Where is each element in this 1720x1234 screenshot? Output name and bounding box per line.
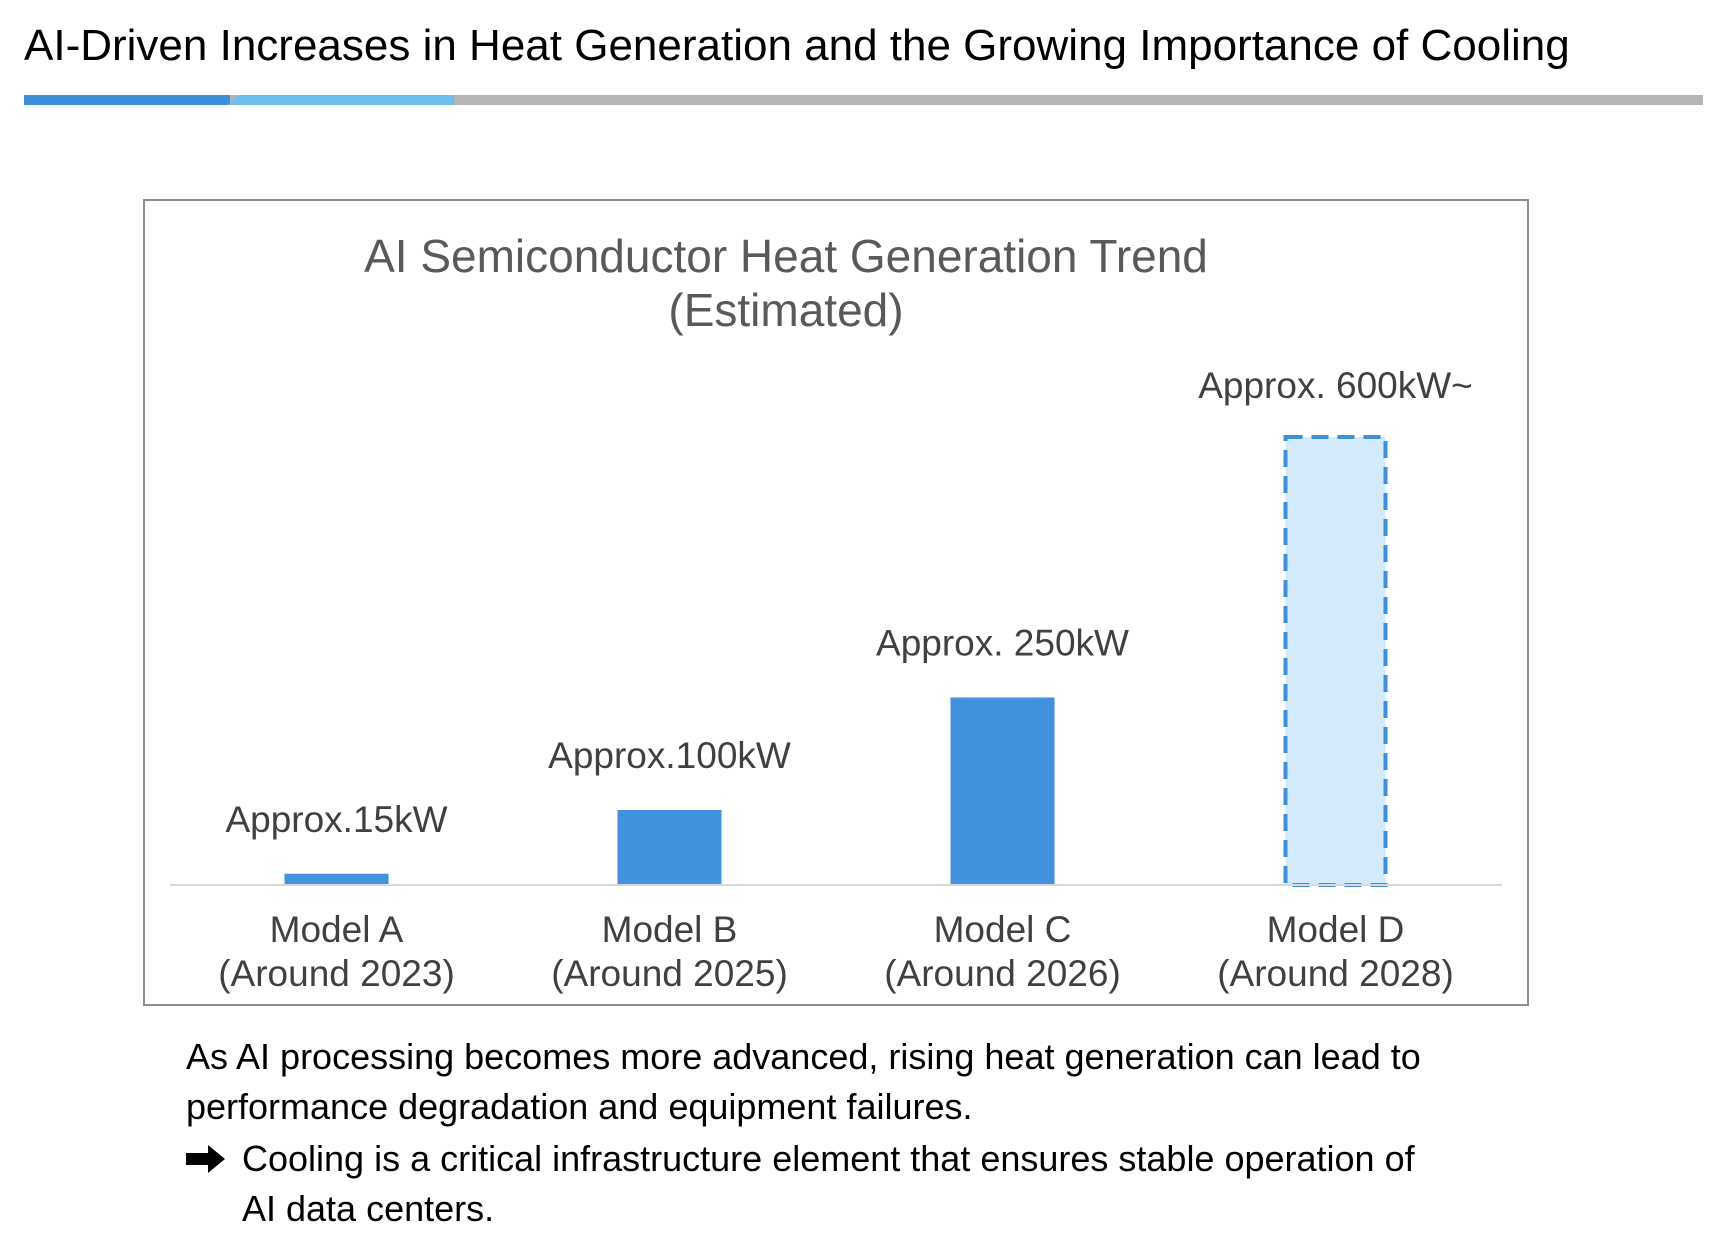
bar-4 [1283, 435, 1388, 887]
caption-line-1: As AI processing becomes more advanced, … [186, 1036, 1421, 1077]
caption: As AI processing becomes more advanced, … [186, 1032, 1586, 1234]
right-arrow-icon [186, 1134, 236, 1174]
category-label-4-line-1: Model D [1267, 909, 1405, 950]
category-label-4-line-2: (Around 2028) [1217, 953, 1454, 994]
slide-title: AI-Driven Increases in Heat Generation a… [24, 21, 1570, 70]
chart-title-line-2: (Estimated) [668, 284, 903, 336]
bar-1 [284, 873, 389, 885]
labels-layer: Approx.15kW Model A(Around 2023) Approx.10… [218, 365, 1473, 994]
data-label-4: Approx. 600kW~ [1198, 365, 1473, 406]
bar-chart: AI Semiconductor Heat Generation Trend (… [170, 230, 1502, 994]
title-bar-accent-dark [24, 95, 230, 105]
category-label-1-line-2: (Around 2023) [218, 953, 455, 994]
title-bar-accent-light [228, 95, 454, 105]
bar-2 [617, 810, 722, 885]
bars-layer [284, 435, 1388, 887]
category-label-1-line-1: Model A [270, 909, 404, 950]
category-label-2-line-2: (Around 2025) [551, 953, 788, 994]
caption-line-4: AI data centers. [242, 1188, 495, 1229]
data-label-3: Approx. 250kW [876, 623, 1129, 664]
category-label-3-line-2: (Around 2026) [884, 953, 1121, 994]
bar-3 [950, 697, 1055, 885]
caption-line-3: Cooling is a critical infrastructure ele… [242, 1138, 1415, 1179]
category-label-2-line-1: Model B [602, 909, 738, 950]
caption-conclusion: Cooling is a critical infrastructure ele… [186, 1134, 1586, 1234]
category-label-3-line-1: Model C [934, 909, 1072, 950]
data-label-2: Approx.100kW [548, 735, 791, 776]
title-underline-bar [24, 95, 1703, 105]
caption-line-2: performance degradation and equipment fa… [186, 1086, 973, 1127]
chart-title-line-1: AI Semiconductor Heat Generation Trend [364, 230, 1208, 282]
data-label-1: Approx.15kW [225, 799, 447, 840]
